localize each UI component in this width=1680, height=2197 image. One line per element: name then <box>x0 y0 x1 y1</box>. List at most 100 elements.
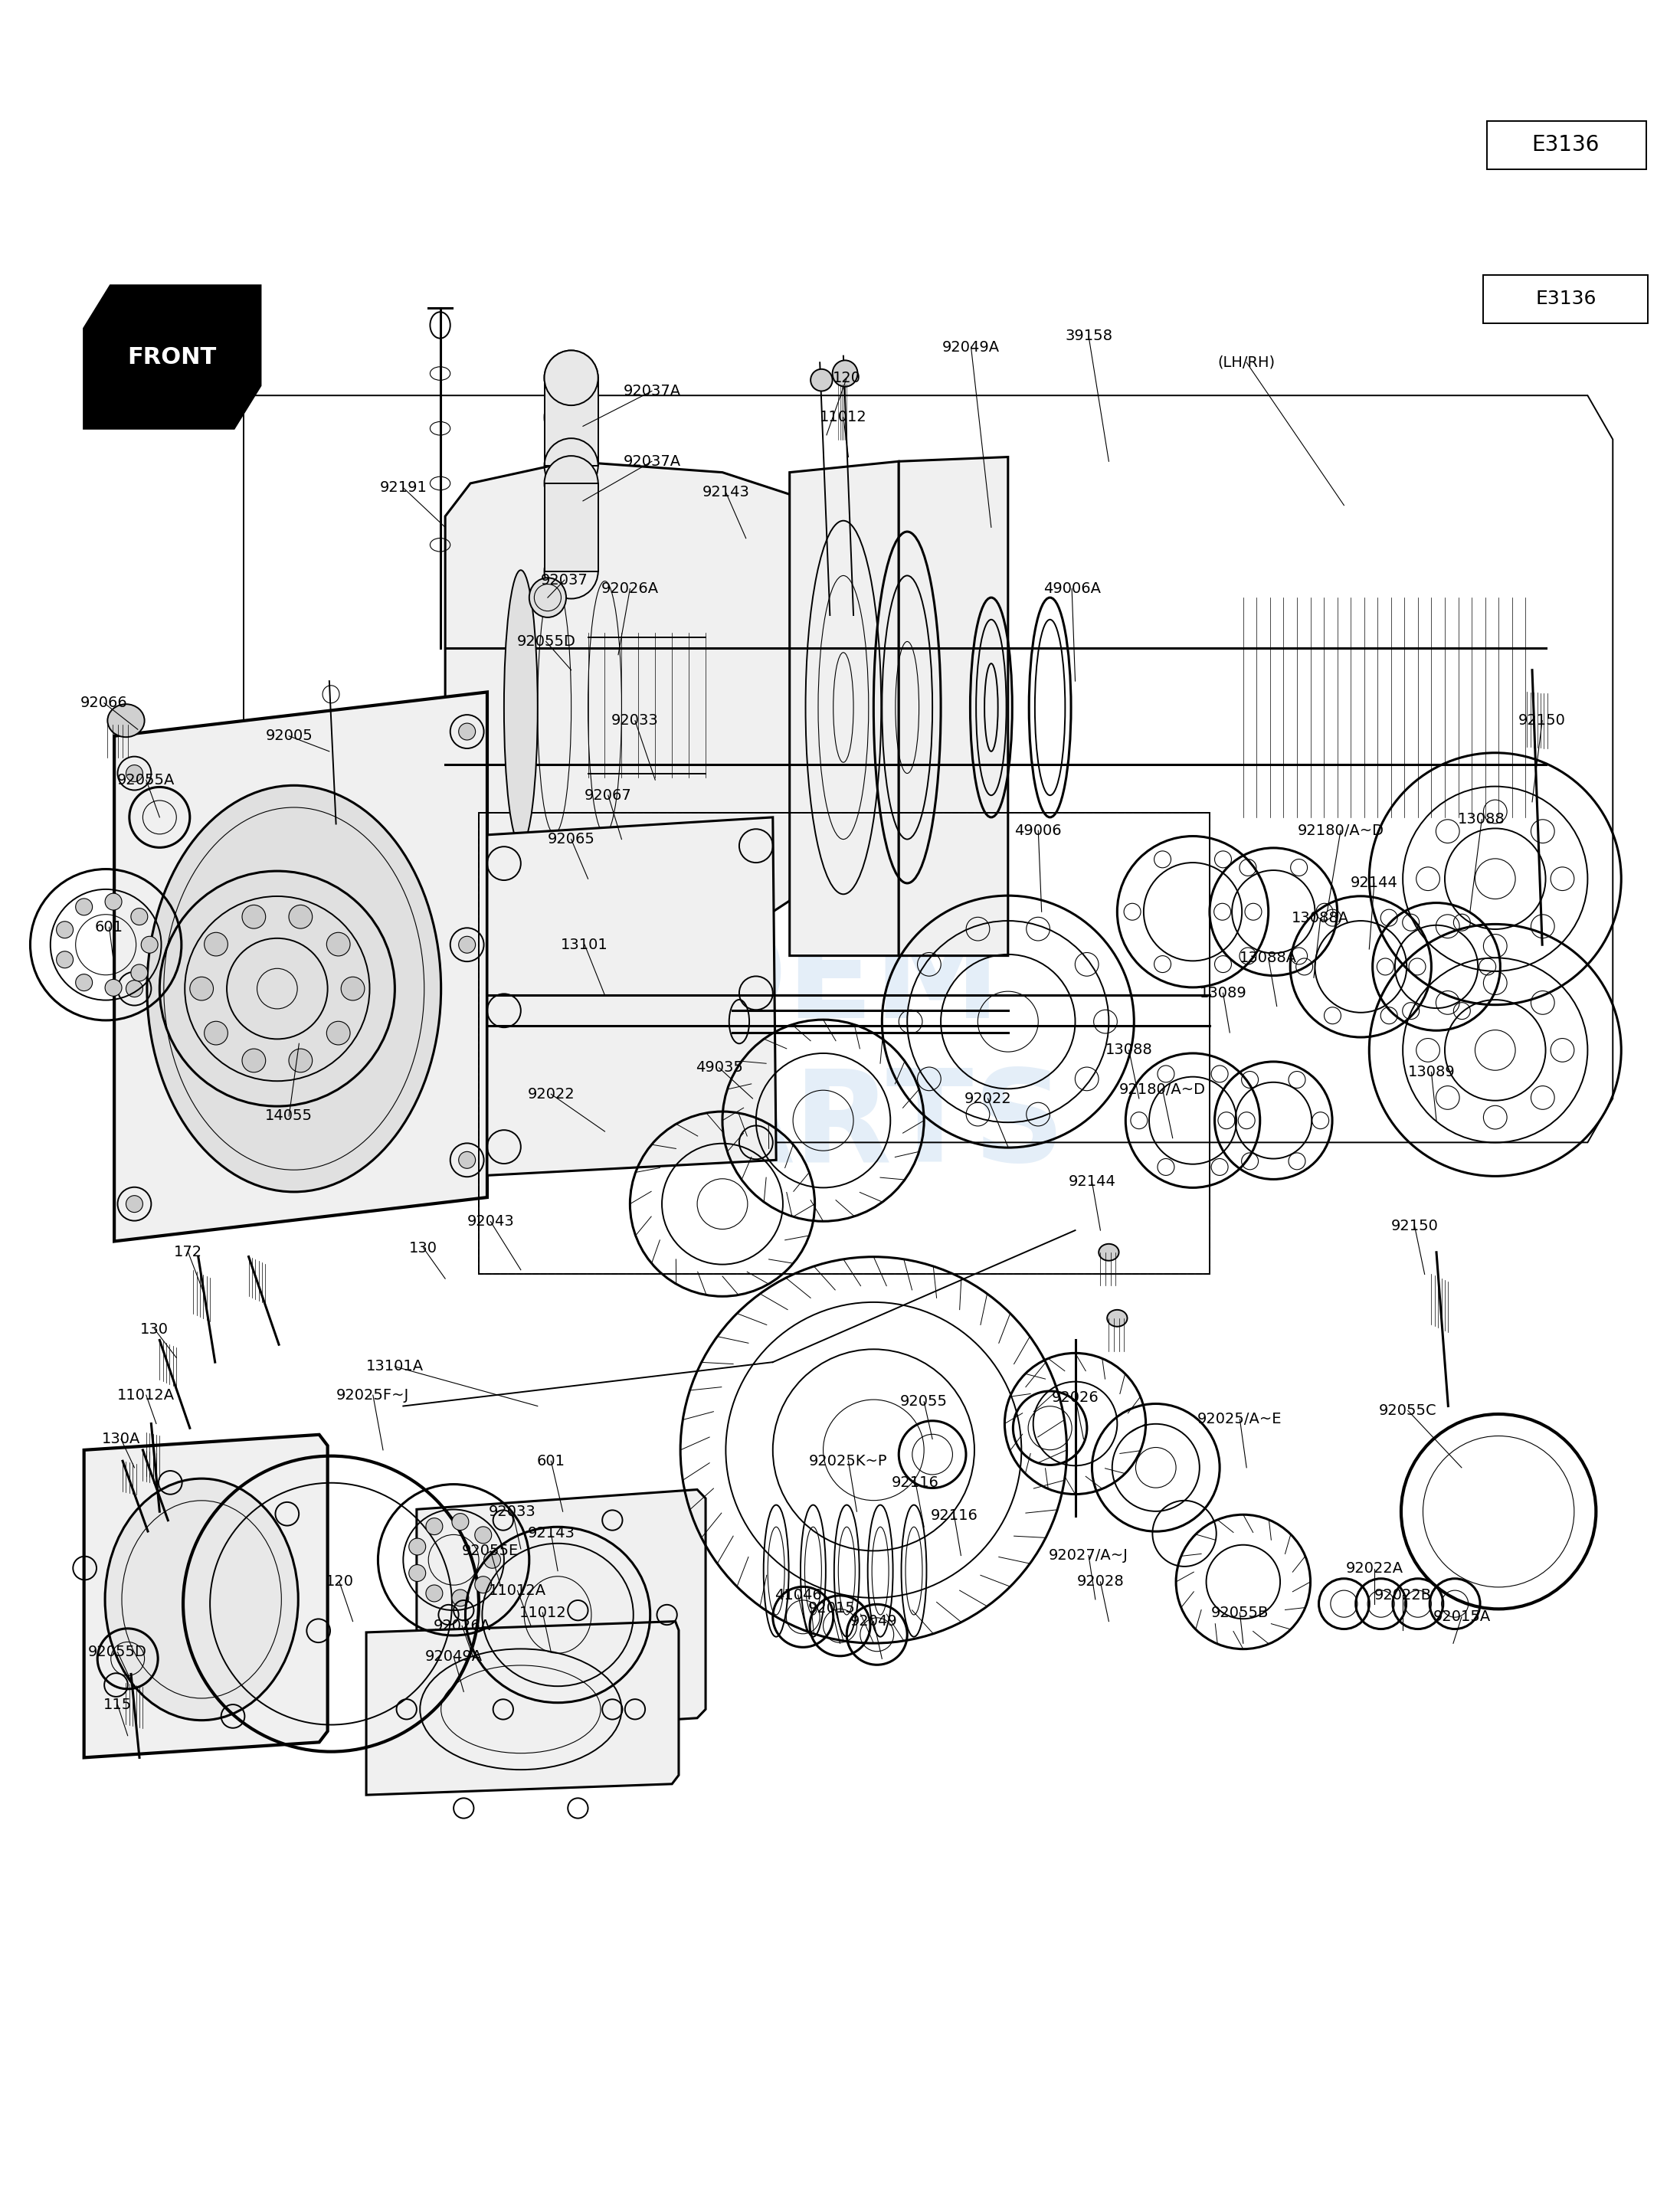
Circle shape <box>408 1538 425 1555</box>
Text: 92037: 92037 <box>541 573 588 587</box>
Text: 92037A: 92037A <box>623 384 680 398</box>
Text: 13089: 13089 <box>1200 986 1247 1000</box>
Text: 92180/A~D: 92180/A~D <box>1119 1083 1206 1096</box>
Ellipse shape <box>544 391 598 444</box>
Polygon shape <box>487 817 776 1175</box>
Circle shape <box>126 980 143 997</box>
Text: 49035: 49035 <box>696 1061 743 1074</box>
Bar <box>1483 275 1648 323</box>
Circle shape <box>57 921 74 938</box>
Polygon shape <box>790 461 899 956</box>
Circle shape <box>141 936 158 953</box>
Text: 13101A: 13101A <box>366 1360 423 1373</box>
Text: 92144: 92144 <box>1351 877 1398 890</box>
Text: 92049A: 92049A <box>425 1650 482 1663</box>
Circle shape <box>190 978 213 1000</box>
Circle shape <box>459 723 475 740</box>
Ellipse shape <box>529 578 566 617</box>
Text: 13088: 13088 <box>1458 813 1505 826</box>
Text: 13101: 13101 <box>561 938 608 951</box>
Circle shape <box>76 973 92 991</box>
Text: 92055: 92055 <box>900 1395 948 1408</box>
Text: 92022: 92022 <box>964 1092 1011 1105</box>
Text: 92055D: 92055D <box>516 635 576 648</box>
Circle shape <box>242 905 265 929</box>
Circle shape <box>57 951 74 969</box>
Text: 92026A: 92026A <box>433 1619 491 1632</box>
Bar <box>1487 121 1646 169</box>
Bar <box>544 378 598 466</box>
Text: 92005: 92005 <box>265 729 312 743</box>
Circle shape <box>425 1518 444 1536</box>
Circle shape <box>106 980 123 995</box>
Circle shape <box>242 1048 265 1072</box>
Text: 13089: 13089 <box>1408 1066 1455 1079</box>
Text: 11012: 11012 <box>519 1606 566 1619</box>
Text: 601: 601 <box>538 1454 564 1468</box>
Bar <box>544 483 598 571</box>
Text: 92055D: 92055D <box>87 1646 148 1659</box>
Circle shape <box>326 932 349 956</box>
Text: 92037A: 92037A <box>623 455 680 468</box>
Text: 49006A: 49006A <box>1043 582 1100 595</box>
Text: 92027/A~J: 92027/A~J <box>1048 1549 1129 1562</box>
Circle shape <box>289 1048 312 1072</box>
Text: OEM
PARTS: OEM PARTS <box>613 921 1067 1189</box>
Text: 13088A: 13088A <box>1292 912 1349 925</box>
Circle shape <box>205 1022 228 1046</box>
Polygon shape <box>445 461 806 956</box>
Text: 92150: 92150 <box>1519 714 1566 727</box>
Text: 92055E: 92055E <box>462 1544 519 1558</box>
Text: 130A: 130A <box>102 1432 139 1446</box>
Text: 172: 172 <box>175 1246 202 1259</box>
Text: 92150: 92150 <box>1391 1219 1438 1233</box>
Text: FRONT: FRONT <box>128 345 217 369</box>
Circle shape <box>326 1022 349 1046</box>
Circle shape <box>106 894 123 910</box>
Text: 92026A: 92026A <box>601 582 659 595</box>
Text: 92022A: 92022A <box>1346 1562 1403 1575</box>
Text: 92022: 92022 <box>528 1088 575 1101</box>
Circle shape <box>341 978 365 1000</box>
Text: 92025K~P: 92025K~P <box>810 1454 887 1468</box>
Text: 11012A: 11012A <box>489 1584 546 1597</box>
Ellipse shape <box>544 349 598 404</box>
Text: 92144: 92144 <box>1068 1175 1116 1189</box>
Ellipse shape <box>104 1479 299 1720</box>
Text: 601: 601 <box>96 921 123 934</box>
Polygon shape <box>366 1621 679 1795</box>
Text: 92026: 92026 <box>1052 1391 1099 1404</box>
Circle shape <box>205 932 228 956</box>
Text: 92033: 92033 <box>489 1505 536 1518</box>
Text: 92015: 92015 <box>808 1602 855 1615</box>
Text: 49006: 49006 <box>1015 824 1062 837</box>
Ellipse shape <box>544 457 598 512</box>
Text: 11012: 11012 <box>820 411 867 424</box>
Text: (LH/RH): (LH/RH) <box>1218 356 1275 369</box>
Text: 92116: 92116 <box>931 1509 978 1523</box>
Text: 39158: 39158 <box>1065 330 1112 343</box>
Text: 11012A: 11012A <box>118 1389 175 1402</box>
Polygon shape <box>114 692 487 1241</box>
Text: 92180/A~D: 92180/A~D <box>1297 824 1384 837</box>
Text: 92015A: 92015A <box>1433 1610 1490 1624</box>
Text: 92025F~J: 92025F~J <box>336 1389 410 1402</box>
Text: 92055B: 92055B <box>1211 1606 1268 1619</box>
Text: 92025/A~E: 92025/A~E <box>1198 1413 1282 1426</box>
Text: 92116: 92116 <box>892 1476 939 1490</box>
Ellipse shape <box>833 360 857 387</box>
Circle shape <box>408 1564 425 1582</box>
Circle shape <box>131 964 148 982</box>
Text: 92191: 92191 <box>380 481 427 494</box>
Ellipse shape <box>148 787 440 1191</box>
Text: 92065: 92065 <box>548 833 595 846</box>
Text: 92055C: 92055C <box>1379 1404 1436 1417</box>
Circle shape <box>452 1514 469 1531</box>
Ellipse shape <box>1107 1309 1127 1327</box>
Ellipse shape <box>544 349 598 404</box>
Text: 92022B: 92022B <box>1374 1588 1431 1602</box>
Text: 92043: 92043 <box>467 1215 514 1228</box>
Circle shape <box>475 1527 492 1544</box>
Text: 13088: 13088 <box>1105 1044 1152 1057</box>
Text: 92143: 92143 <box>528 1527 575 1540</box>
